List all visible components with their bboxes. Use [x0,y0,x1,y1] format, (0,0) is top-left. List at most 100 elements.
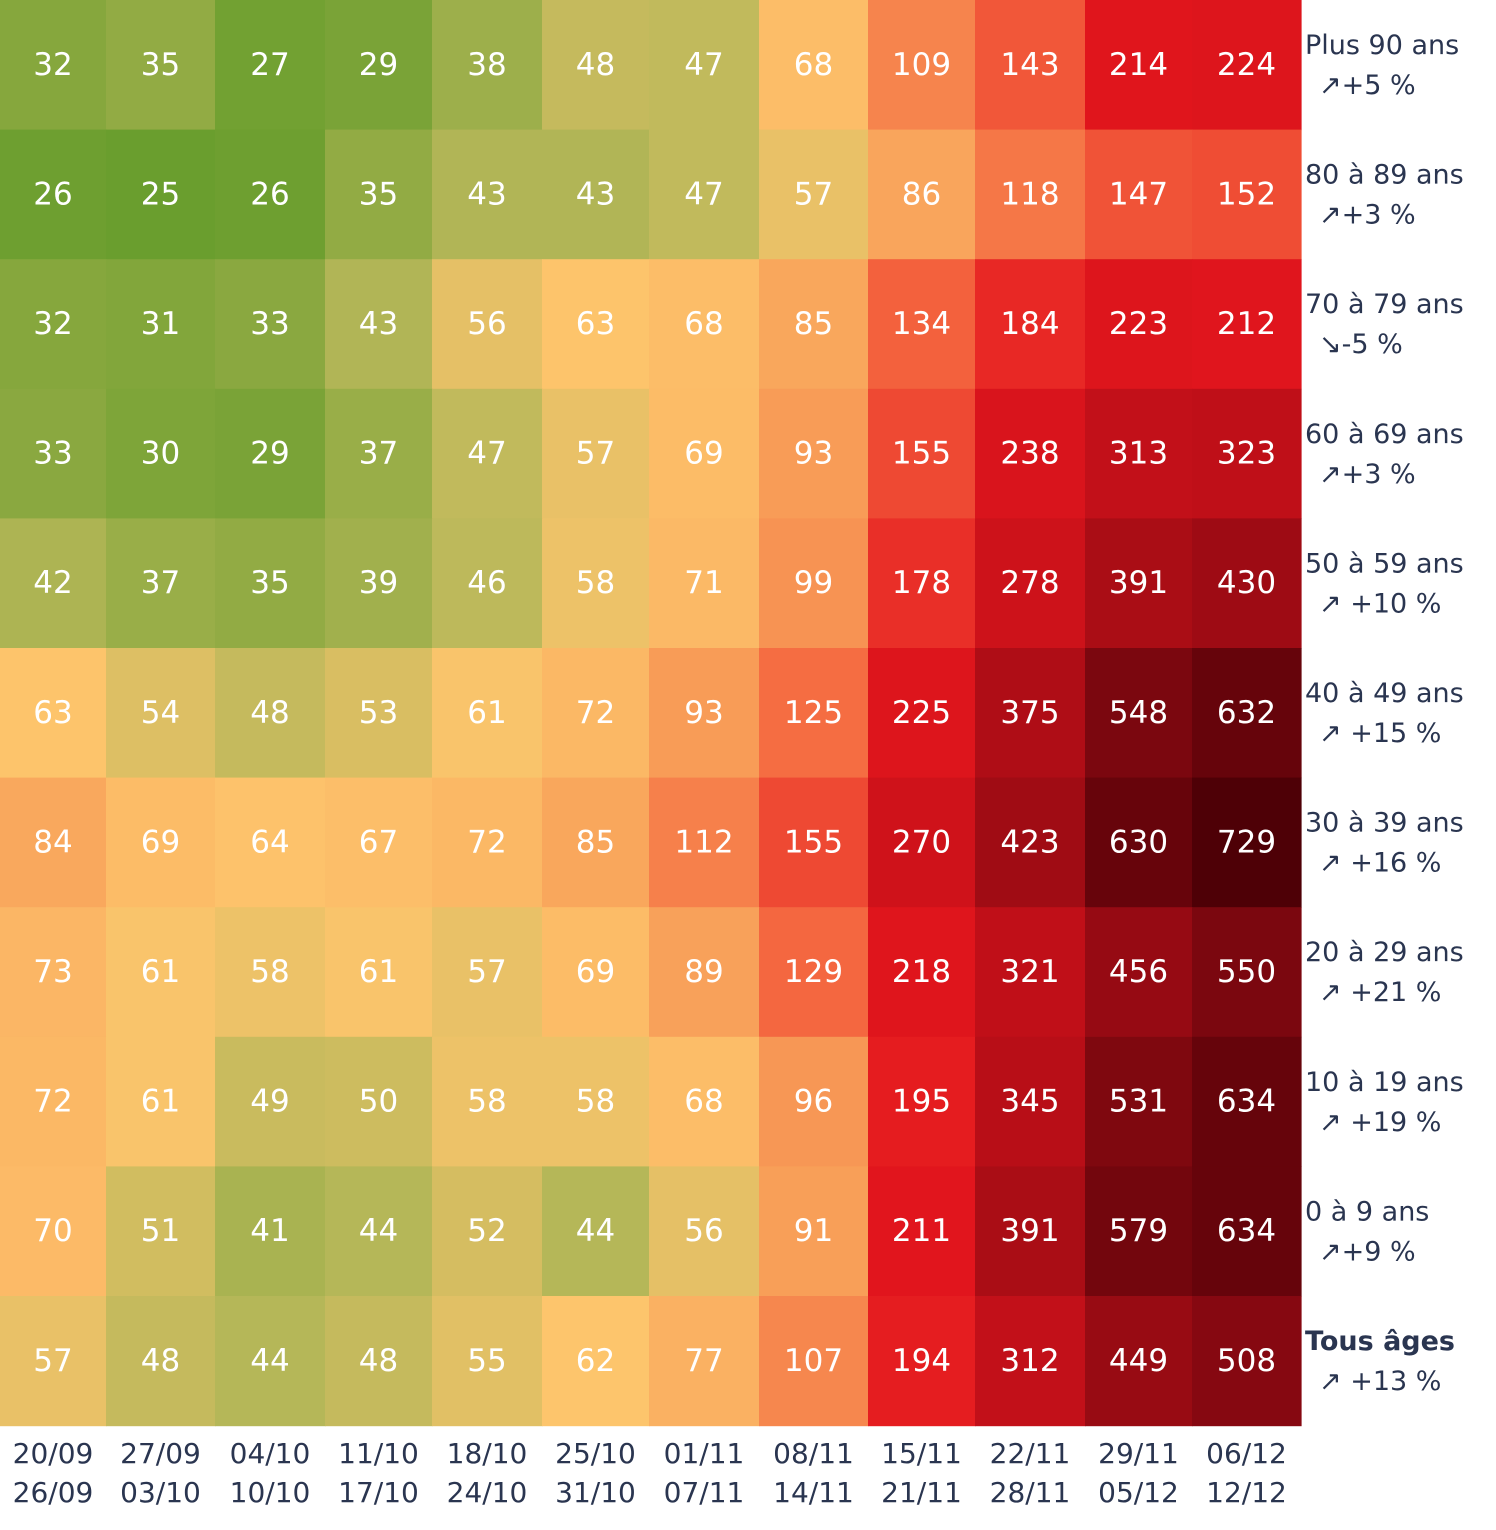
cell-value-label: 32 [33,47,72,83]
row-trend-label: ↗+3 % [1319,459,1416,490]
cell-value-label: 69 [684,436,723,472]
heatmap-cell [215,1036,326,1167]
heatmap-cell [868,388,976,519]
heatmap-cell [215,129,326,260]
cell-value-label: 30 [141,436,180,472]
cell-value-label: 49 [250,1084,289,1120]
cell-value-label: 37 [141,565,180,601]
heatmap-cell [325,907,433,1038]
cell-value-label: 449 [1109,1343,1168,1379]
column-start-date: 08/11 [773,1437,854,1470]
heatmap-cell [649,907,760,1038]
heatmap-cell [759,388,869,519]
cell-value-label: 47 [684,176,723,212]
cell-value-label: 27 [250,47,289,83]
row-label: 20 à 29 ans [1305,937,1464,968]
row-label: 30 à 39 ans [1305,808,1464,839]
heatmap-cell [432,1296,543,1427]
heatmap-cell [432,259,543,390]
row-label: 60 à 69 ans [1305,419,1464,450]
heatmap-cell [759,129,869,260]
column-end-date: 05/12 [1098,1476,1179,1509]
heatmap-cell [975,388,1086,519]
cell-value-label: 69 [141,824,180,860]
heatmap-cell [215,907,326,1038]
cell-value-label: 375 [1000,695,1059,731]
heatmap-cell [1085,1166,1193,1297]
cell-value-label: 211 [892,1213,951,1249]
heatmap-cell [1085,1036,1193,1167]
heatmap-cell [215,648,326,779]
cell-value-label: 143 [1000,47,1059,83]
column-end-date: 31/10 [555,1476,636,1509]
cell-value-label: 77 [684,1343,723,1379]
cell-value-label: 42 [33,565,72,601]
cell-value-label: 44 [576,1213,615,1249]
heatmap-cell [432,648,543,779]
heatmap-cell [759,777,869,908]
cell-value-label: 238 [1000,436,1059,472]
cell-value-label: 323 [1217,436,1276,472]
row-label: 0 à 9 ans [1305,1196,1429,1227]
cell-value-label: 61 [141,954,180,990]
cell-value-label: 48 [250,695,289,731]
cell-value-label: 91 [794,1213,833,1249]
heatmap-cell [325,648,433,779]
heatmap-cell [325,1166,433,1297]
heatmap-cell [1192,777,1302,908]
heatmap-cell [106,1296,216,1427]
heatmap-cell [1192,0,1302,131]
heatmap-cell [975,907,1086,1038]
heatmap-cell [542,777,650,908]
cell-value-label: 58 [576,565,615,601]
row-trend-label: ↗ +15 % [1319,718,1441,749]
cell-value-label: 58 [576,1084,615,1120]
heatmap-cell [1192,259,1302,390]
cell-value-label: 214 [1109,47,1168,83]
heatmap-cell [0,518,107,649]
cell-value-label: 29 [250,436,289,472]
row-trend-label: ↗+9 % [1319,1236,1416,1267]
heatmap-cell [432,1166,543,1297]
column-end-date: 21/11 [881,1476,962,1509]
heatmap-cell [759,518,869,649]
heatmap-cell [1192,518,1302,649]
heatmap-cell [215,518,326,649]
cell-value-label: 35 [359,176,398,212]
cell-value-label: 43 [576,176,615,212]
heatmap-cell [542,388,650,519]
heatmap-cell [215,0,326,131]
cell-value-label: 729 [1217,824,1276,860]
cell-value-label: 134 [892,306,951,342]
cell-value-label: 155 [892,436,951,472]
row-label: 10 à 19 ans [1305,1067,1464,1098]
cell-value-label: 96 [794,1084,833,1120]
heatmap-cell [1085,907,1193,1038]
cell-value-label: 93 [684,695,723,731]
cell-value-label: 62 [576,1343,615,1379]
heatmap-cell [759,907,869,1038]
heatmap-cell [215,777,326,908]
column-end-date: 17/10 [338,1476,419,1509]
cell-value-label: 225 [892,695,951,731]
cell-value-label: 63 [33,695,72,731]
heatmap-cell [868,1166,976,1297]
heatmap-cell [106,1036,216,1167]
heatmap-cell [106,259,216,390]
cell-value-label: 57 [33,1343,72,1379]
cell-value-label: 48 [576,47,615,83]
cell-value-label: 321 [1000,954,1059,990]
cell-value-label: 129 [784,954,843,990]
heatmap-cell [432,388,543,519]
cell-value-label: 313 [1109,436,1168,472]
heatmap-cell [1085,518,1193,649]
cell-value-label: 57 [467,954,506,990]
heatmap-cell [649,388,760,519]
cell-value-label: 278 [1000,565,1059,601]
heatmap-cell [1192,1036,1302,1167]
heatmap-cell [975,129,1086,260]
heatmap-cell [868,0,976,131]
column-start-date: 01/11 [664,1437,745,1470]
heatmap-cell [649,1036,760,1167]
